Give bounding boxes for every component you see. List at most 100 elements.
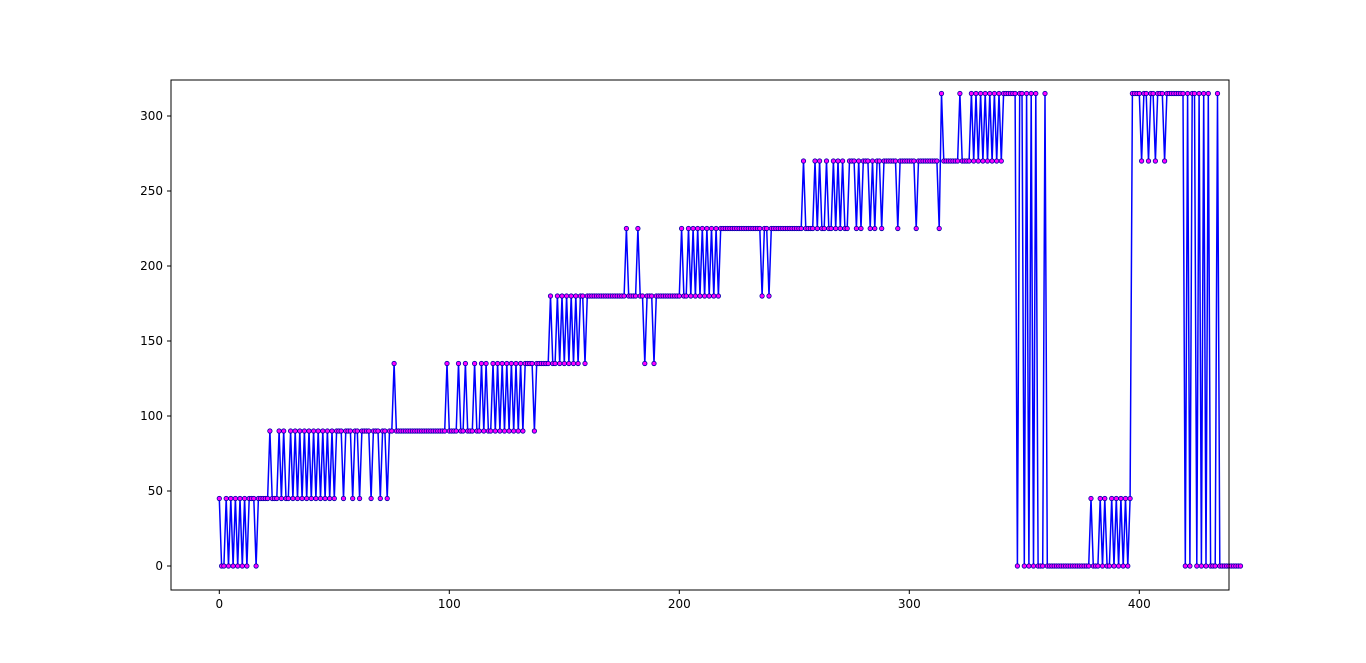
- data-point: [623, 225, 630, 232]
- data-point: [1201, 90, 1207, 97]
- data-point: [317, 495, 324, 502]
- data-point: [833, 225, 839, 232]
- data-point: [676, 293, 682, 299]
- data-point: [1143, 90, 1149, 97]
- data-point: [1095, 563, 1101, 569]
- data-point: [566, 360, 572, 367]
- data-point: [996, 90, 1002, 97]
- data-point: [216, 495, 222, 502]
- data-point: [839, 158, 846, 164]
- data-point: [1136, 90, 1142, 97]
- data-point: [1106, 563, 1113, 569]
- data-point: [547, 293, 554, 299]
- data-point: [823, 158, 830, 164]
- data-point: [225, 563, 232, 569]
- data-point: [936, 225, 942, 232]
- data-point: [980, 158, 986, 164]
- x-tick-label: 0: [215, 597, 223, 611]
- data-point: [685, 225, 692, 232]
- data-point: [706, 293, 712, 299]
- data-point: [575, 360, 581, 367]
- y-tick-label: 50: [148, 484, 163, 498]
- data-point: [315, 428, 321, 434]
- data-point: [711, 293, 717, 299]
- data-point: [501, 428, 508, 434]
- data-point: [331, 495, 337, 502]
- data-point: [651, 360, 657, 367]
- data-point: [297, 428, 303, 434]
- data-point: [869, 158, 876, 164]
- data-point: [1159, 90, 1165, 97]
- data-point: [327, 495, 333, 502]
- data-point: [230, 563, 236, 569]
- data-point: [504, 360, 510, 367]
- data-point: [563, 293, 570, 299]
- data-point: [1086, 563, 1092, 569]
- data-point: [957, 90, 963, 97]
- data-point: [954, 158, 961, 164]
- data-point: [971, 158, 977, 164]
- data-point: [975, 158, 981, 164]
- data-point: [966, 158, 972, 164]
- data-point: [244, 563, 250, 569]
- data-point: [1097, 495, 1103, 502]
- data-point: [444, 360, 450, 367]
- data-point: [692, 293, 699, 299]
- data-point: [1021, 563, 1027, 569]
- data-point: [494, 360, 501, 367]
- y-tick-label: 250: [140, 184, 163, 198]
- data-point: [1026, 563, 1032, 569]
- data-point: [690, 225, 696, 232]
- data-point: [294, 495, 301, 502]
- data-point: [1205, 90, 1211, 97]
- data-point: [568, 293, 574, 299]
- data-point: [766, 293, 772, 299]
- data-point: [1203, 563, 1209, 569]
- data-point: [469, 428, 475, 434]
- data-point: [1180, 90, 1186, 97]
- data-point: [267, 428, 273, 434]
- data-point: [324, 428, 330, 434]
- data-point: [830, 158, 837, 164]
- data-point: [356, 495, 363, 502]
- data-point: [800, 158, 807, 164]
- x-tick-label: 400: [1128, 597, 1151, 611]
- data-point: [828, 225, 834, 232]
- data-point: [913, 225, 919, 232]
- data-point: [810, 225, 816, 232]
- data-point: [867, 225, 873, 232]
- data-point: [816, 158, 823, 164]
- data-point: [991, 90, 998, 97]
- y-tick-label: 0: [155, 559, 163, 573]
- data-point: [1185, 90, 1191, 97]
- data-point: [223, 495, 229, 502]
- data-point: [287, 428, 294, 434]
- data-point: [508, 360, 514, 367]
- data-point: [621, 293, 627, 299]
- data-point: [1214, 90, 1221, 97]
- data-point: [968, 90, 975, 97]
- y-tick-label: 300: [140, 109, 163, 123]
- data-point: [1014, 563, 1021, 569]
- data-point: [858, 225, 864, 232]
- data-point: [322, 495, 328, 502]
- data-point: [313, 495, 319, 502]
- data-point: [642, 360, 648, 367]
- data-point: [1028, 90, 1034, 97]
- data-point: [1162, 158, 1168, 164]
- data-point: [529, 360, 535, 367]
- data-point: [934, 158, 940, 164]
- data-point: [1102, 495, 1108, 502]
- data-point: [228, 495, 234, 502]
- data-point: [1042, 90, 1048, 97]
- data-point: [488, 428, 494, 434]
- data-point: [481, 428, 487, 434]
- data-point: [987, 90, 993, 97]
- data-point: [715, 293, 722, 299]
- data-point: [1139, 158, 1145, 164]
- data-point: [264, 495, 271, 502]
- data-point: [232, 495, 238, 502]
- data-point: [1145, 158, 1152, 164]
- data-point: [1127, 495, 1133, 502]
